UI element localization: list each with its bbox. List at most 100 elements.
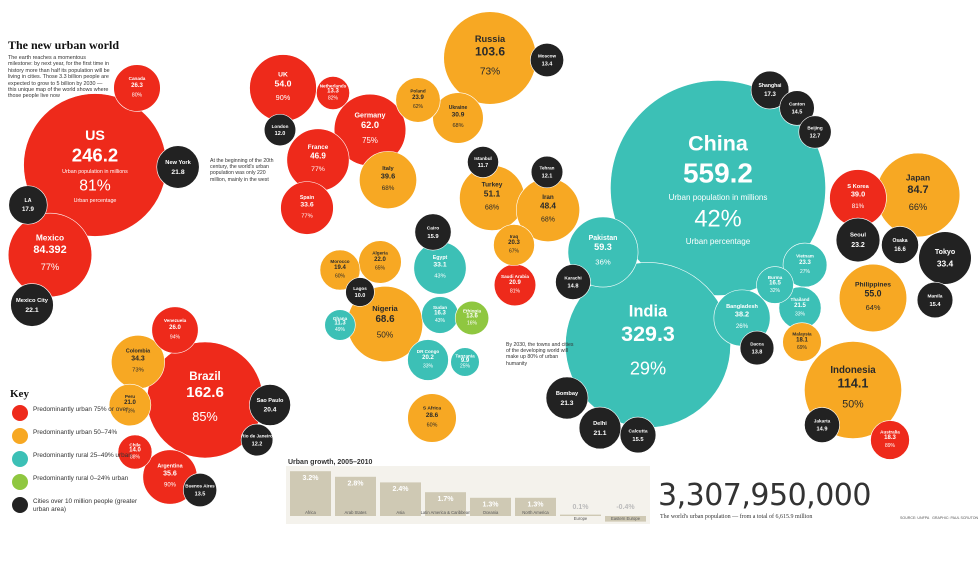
bar-value-label: -0.4% — [616, 504, 635, 511]
bubble — [916, 281, 954, 319]
city-value: 12.0 — [275, 131, 286, 137]
bubble-value: 84.7 — [907, 184, 928, 196]
city-name: Osaka — [892, 238, 907, 244]
bubble-share: 68% — [485, 204, 500, 212]
bubble-value: 30.9 — [452, 112, 465, 119]
bubble-share: 85% — [192, 409, 218, 424]
bubble-share: 81% — [510, 289, 521, 295]
bubble — [798, 115, 832, 149]
bubble — [151, 306, 199, 354]
bubble — [782, 322, 822, 362]
bubble-value: 34.3 — [131, 356, 145, 363]
city-value: 15.4 — [929, 302, 941, 308]
bubble — [750, 70, 790, 110]
bubble-value: 55.0 — [864, 288, 881, 298]
bubble — [240, 423, 274, 457]
bubble-share: 26% — [736, 323, 749, 330]
bubble — [249, 384, 291, 426]
bubble — [450, 347, 480, 377]
bubble-value: 11.3 — [334, 321, 346, 327]
bubble-group: Rio de Janeiro 12.2 — [240, 423, 274, 457]
bubble — [319, 249, 361, 291]
city-name: Calcutta — [628, 428, 647, 434]
legend-swatch — [12, 451, 28, 467]
bubble-name: Ethiopia — [463, 309, 482, 314]
city-value: 12.7 — [810, 133, 821, 139]
bubble — [610, 80, 826, 296]
bubble — [407, 393, 457, 443]
bubble-name: Spain — [300, 195, 314, 201]
bubble-group: Lagos 10.0 — [345, 277, 375, 307]
bubble-share: 36% — [595, 258, 611, 267]
credit: SOURCE: UNFPA GRAPHIC: PAUL SCRUTON — [900, 516, 979, 520]
bubble-name: Bangladesh — [726, 304, 758, 310]
bubble-value: 23.9 — [412, 95, 424, 101]
bubble-value: 62.0 — [361, 120, 379, 130]
bubble-name: Italy — [382, 166, 394, 172]
city-value: 15.5 — [632, 437, 644, 443]
bubble — [578, 406, 622, 450]
city-name: Shanghai — [759, 83, 783, 89]
annotation: At the beginning of the 20th century, th… — [210, 158, 274, 183]
bubble-group: Calcutta 15.5 — [619, 416, 657, 454]
bubble-share: 32% — [770, 288, 781, 294]
bubble — [870, 420, 910, 460]
city-value: 14.9 — [817, 427, 828, 433]
bubble-value: 103.6 — [475, 45, 505, 59]
bubble-share: 64% — [866, 303, 881, 312]
bubble-group: Beijing 12.7 — [798, 115, 832, 149]
bubble-name: India — [629, 302, 668, 320]
city-name: Mexico City — [16, 298, 49, 304]
city-name: Jakarta — [814, 418, 831, 424]
bubble-value: 21.0 — [124, 400, 136, 406]
bubble-value: 35.6 — [163, 471, 177, 478]
bubble-share: 88% — [130, 454, 141, 460]
bubble — [280, 181, 334, 235]
bubble-name: Philippines — [855, 281, 891, 288]
bubble-group: Karachi 14.8 — [555, 264, 591, 300]
bubble-value: 114.1 — [838, 377, 869, 391]
bubble-name: Germany — [354, 112, 385, 120]
bubble-share: 43% — [435, 318, 446, 324]
bubble-value: 28.6 — [426, 412, 439, 419]
bubble-name: Russia — [475, 34, 506, 44]
bubble-group: India 329.3 29% — [565, 262, 731, 428]
bubble-value: 39.0 — [851, 190, 865, 199]
title: The new urban world — [8, 38, 120, 52]
city-name: Manila — [928, 293, 943, 299]
legend-label: Predominantly rural 25–49% urban — [33, 452, 132, 459]
bubble — [10, 283, 54, 327]
city-value: 11.7 — [478, 163, 488, 169]
share-caption: Urban percentage — [74, 198, 117, 204]
bubble-name: Nigeria — [372, 304, 398, 313]
bubble-group: Venezuela 26.0 94% — [151, 306, 199, 354]
legend-label: Cities over 10 million people (greater u… — [33, 498, 138, 513]
bubble-share: 50% — [842, 398, 864, 410]
bubble-name: France — [308, 144, 329, 151]
bar-category-label: Africa — [305, 510, 316, 515]
bubble-group: Mexico 84.392 77% — [7, 212, 93, 298]
city-name: LA — [25, 198, 32, 204]
bubble-group: Manila 15.4 — [916, 281, 954, 319]
bubble-share: 67% — [509, 248, 520, 254]
bubble-name: Japan — [906, 172, 930, 182]
city-value: 13.5 — [195, 491, 206, 497]
bubble-share: 68% — [382, 185, 395, 192]
bar-category-label: Europe — [574, 516, 588, 521]
city-value: 33.4 — [937, 259, 954, 269]
bubble-name: Burma — [768, 275, 783, 280]
bubble-name: Australia — [880, 429, 900, 434]
bubble-name: Chile — [129, 442, 141, 447]
